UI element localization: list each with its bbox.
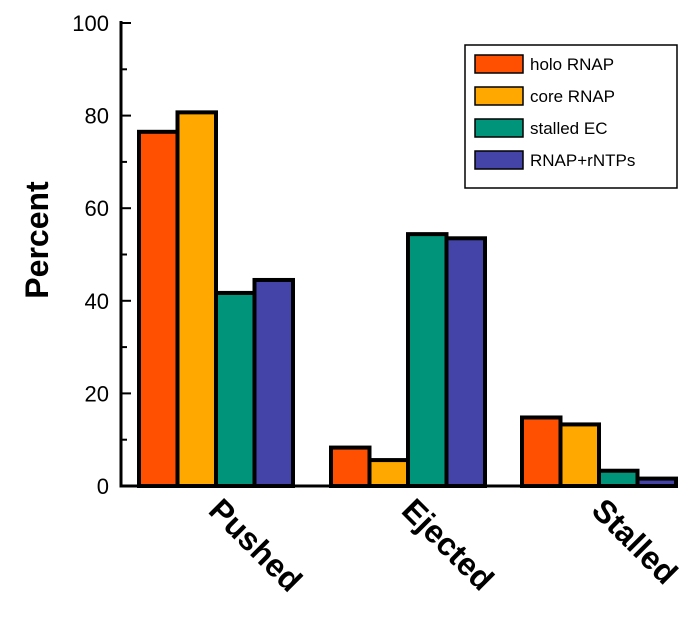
bar-ejected-2 (367, 458, 410, 488)
bar-ejected-1 (329, 445, 372, 489)
y-axis-title: Percent (19, 181, 55, 299)
bars-group (137, 110, 678, 489)
y-tick-label: 80 (85, 104, 109, 129)
y-tick-label: 100 (72, 11, 109, 36)
legend-swatch-1 (474, 54, 524, 74)
x-label-stalled: Stalled (585, 491, 685, 591)
legend-label-2: core RNAP (530, 87, 615, 106)
bar-stalled-1 (520, 415, 563, 489)
bar-pushed-3 (214, 290, 257, 488)
y-tick-label: 20 (85, 381, 109, 406)
x-label-pushed: Pushed (202, 491, 309, 598)
y-ticks-group: 0 20 40 60 80 100 (72, 11, 131, 499)
y-tick-label: 40 (85, 289, 109, 314)
bar-pushed-4 (252, 277, 295, 488)
legend-label-1: holo RNAP (530, 55, 614, 74)
x-label-ejected: Ejected (395, 491, 501, 597)
y-tick-label: 60 (85, 196, 109, 221)
legend-swatch-2 (474, 86, 524, 106)
legend-label-4: RNAP+rNTPs (530, 151, 635, 170)
bar-pushed-1 (137, 129, 180, 488)
legend: holo RNAP core RNAP stalled EC RNAP+rNTPs (464, 44, 678, 189)
y-tick-label: 0 (97, 474, 109, 499)
legend-swatch-3 (474, 118, 524, 138)
bar-pushed-2 (175, 110, 218, 488)
x-category-labels: Pushed Ejected Stalled (202, 491, 685, 598)
legend-label-3: stalled EC (530, 119, 607, 138)
bar-ejected-3 (406, 232, 449, 488)
bar-stalled-3 (597, 468, 640, 489)
legend-swatch-4 (474, 150, 524, 170)
bar-ejected-4 (444, 236, 487, 488)
bar-stalled-2 (558, 422, 601, 488)
